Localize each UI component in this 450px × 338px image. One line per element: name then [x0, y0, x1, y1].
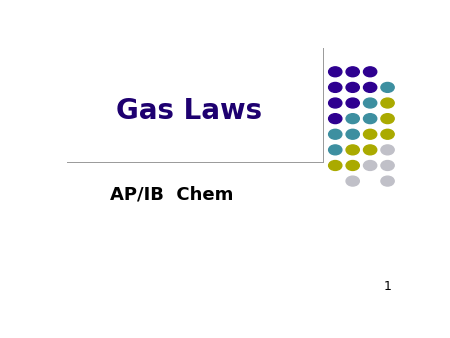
- Circle shape: [364, 67, 377, 77]
- Text: 1: 1: [383, 280, 391, 293]
- Circle shape: [328, 161, 342, 170]
- Circle shape: [364, 161, 377, 170]
- Circle shape: [346, 67, 359, 77]
- Circle shape: [381, 161, 394, 170]
- Circle shape: [328, 98, 342, 108]
- Circle shape: [381, 98, 394, 108]
- Circle shape: [381, 145, 394, 155]
- Circle shape: [346, 98, 359, 108]
- Circle shape: [346, 176, 359, 186]
- Circle shape: [381, 129, 394, 139]
- Circle shape: [346, 114, 359, 124]
- Circle shape: [364, 114, 377, 124]
- Circle shape: [346, 145, 359, 155]
- Circle shape: [364, 98, 377, 108]
- Text: AP/IB  Chem: AP/IB Chem: [110, 185, 234, 203]
- Circle shape: [346, 161, 359, 170]
- Circle shape: [328, 67, 342, 77]
- Circle shape: [381, 82, 394, 92]
- Circle shape: [328, 82, 342, 92]
- Circle shape: [328, 129, 342, 139]
- Circle shape: [364, 82, 377, 92]
- Circle shape: [364, 129, 377, 139]
- Circle shape: [328, 145, 342, 155]
- Circle shape: [346, 129, 359, 139]
- Circle shape: [364, 145, 377, 155]
- Circle shape: [346, 82, 359, 92]
- Circle shape: [328, 114, 342, 124]
- Text: Gas Laws: Gas Laws: [116, 97, 262, 125]
- Circle shape: [381, 176, 394, 186]
- Circle shape: [381, 114, 394, 124]
